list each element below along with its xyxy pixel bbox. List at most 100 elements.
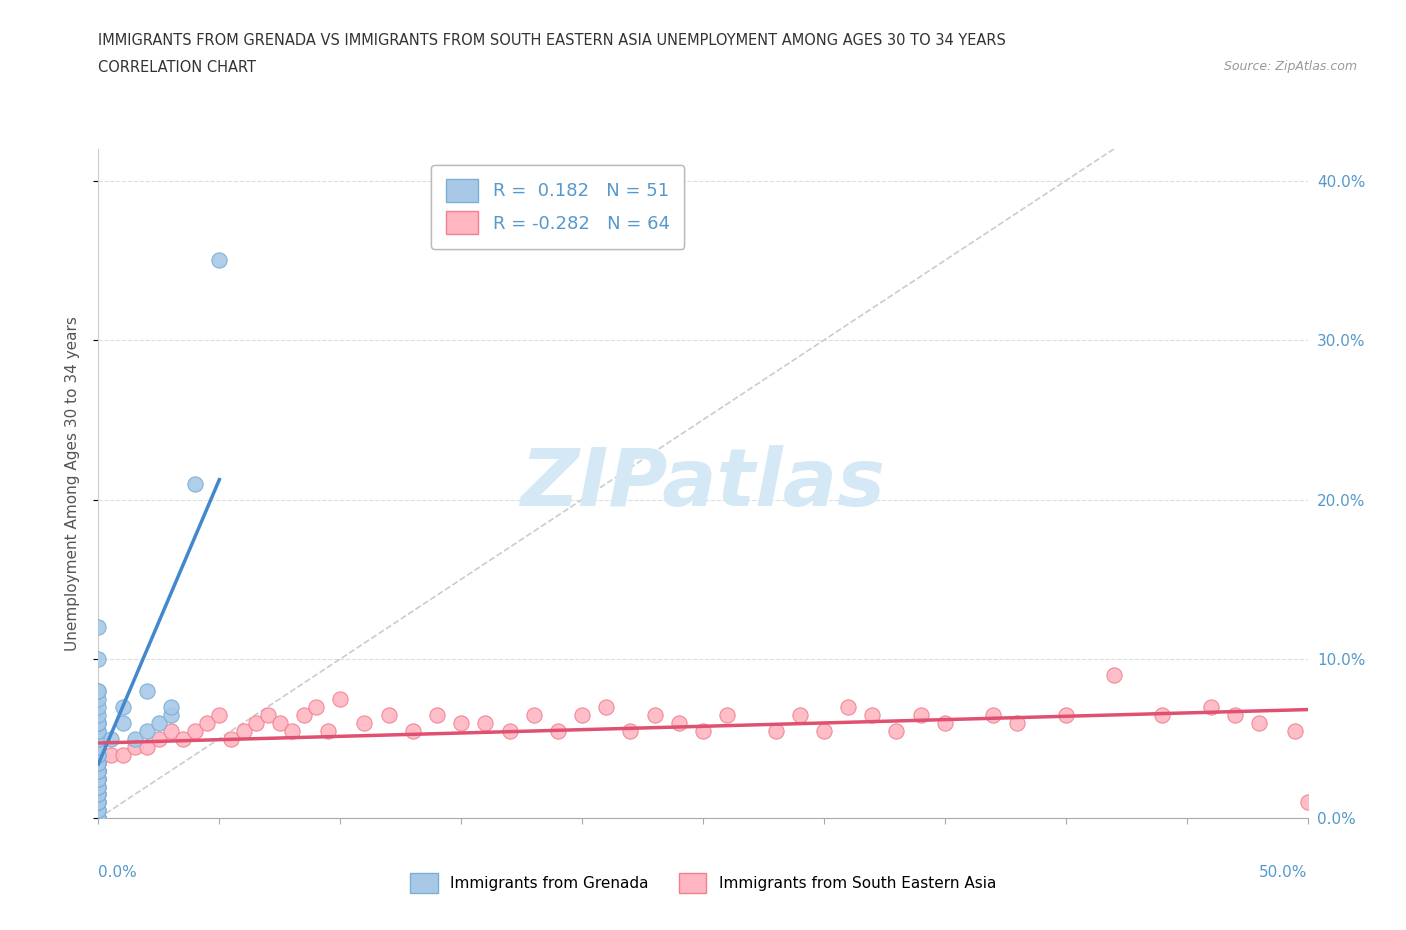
Point: [1296, 795, 1319, 810]
Point: [135, 739, 157, 754]
Point: [87, 779, 110, 794]
Point: [87, 684, 110, 698]
Point: [172, 731, 194, 746]
Point: [1223, 708, 1246, 723]
Point: [765, 724, 787, 738]
Point: [87, 755, 110, 770]
Point: [87, 731, 110, 746]
Point: [87, 747, 110, 762]
Point: [87, 715, 110, 730]
Point: [860, 708, 883, 723]
Point: [281, 724, 304, 738]
Point: [1054, 708, 1077, 723]
Point: [87, 652, 110, 667]
Point: [353, 715, 375, 730]
Point: [100, 747, 122, 762]
Point: [87, 779, 110, 794]
Point: [87, 764, 110, 778]
Point: [87, 787, 110, 802]
Point: [87, 764, 110, 778]
Point: [124, 739, 146, 754]
Point: [87, 811, 110, 826]
Text: ZIPatlas: ZIPatlas: [520, 445, 886, 523]
Point: [789, 708, 811, 723]
Point: [87, 715, 110, 730]
Point: [644, 708, 666, 723]
Legend: Immigrants from Grenada, Immigrants from South Eastern Asia: Immigrants from Grenada, Immigrants from…: [404, 868, 1002, 899]
Point: [124, 731, 146, 746]
Point: [148, 731, 170, 746]
Point: [87, 755, 110, 770]
Point: [195, 715, 218, 730]
Point: [402, 724, 425, 738]
Point: [329, 691, 352, 706]
Point: [87, 811, 110, 826]
Point: [87, 787, 110, 802]
Point: [87, 724, 110, 738]
Point: [292, 708, 315, 723]
Point: [813, 724, 835, 738]
Point: [232, 724, 254, 738]
Point: [87, 739, 110, 754]
Point: [135, 724, 157, 738]
Text: IMMIGRANTS FROM GRENADA VS IMMIGRANTS FROM SOUTH EASTERN ASIA UNEMPLOYMENT AMONG: IMMIGRANTS FROM GRENADA VS IMMIGRANTS FR…: [98, 33, 1007, 47]
Point: [208, 253, 231, 268]
Point: [87, 747, 110, 762]
Point: [269, 715, 291, 730]
Point: [1284, 724, 1306, 738]
Point: [571, 708, 593, 723]
Point: [111, 699, 134, 714]
Point: [87, 739, 110, 754]
Point: [619, 724, 641, 738]
Legend: R =  0.182   N = 51, R = -0.282   N = 64: R = 0.182 N = 51, R = -0.282 N = 64: [432, 165, 685, 249]
Point: [87, 619, 110, 634]
Point: [111, 747, 134, 762]
Point: [547, 724, 569, 738]
Point: [426, 708, 449, 723]
Point: [87, 795, 110, 810]
Point: [498, 724, 520, 738]
Point: [87, 771, 110, 786]
Point: [450, 715, 472, 730]
Point: [87, 771, 110, 786]
Point: [184, 476, 207, 491]
Point: [87, 684, 110, 698]
Point: [135, 684, 157, 698]
Point: [87, 724, 110, 738]
Point: [1152, 708, 1174, 723]
Point: [1007, 715, 1029, 730]
Point: [87, 691, 110, 706]
Point: [87, 747, 110, 762]
Point: [160, 708, 183, 723]
Point: [256, 708, 278, 723]
Point: [87, 715, 110, 730]
Point: [87, 731, 110, 746]
Point: [87, 771, 110, 786]
Point: [474, 715, 496, 730]
Point: [87, 787, 110, 802]
Point: [316, 724, 339, 738]
Point: [1102, 668, 1125, 683]
Point: [87, 764, 110, 778]
Point: [910, 708, 932, 723]
Point: [934, 715, 956, 730]
Text: 50.0%: 50.0%: [1260, 865, 1308, 880]
Point: [886, 724, 908, 738]
Point: [523, 708, 546, 723]
Y-axis label: Unemployment Among Ages 30 to 34 years: Unemployment Among Ages 30 to 34 years: [65, 316, 80, 651]
Point: [111, 715, 134, 730]
Point: [148, 715, 170, 730]
Point: [245, 715, 267, 730]
Point: [87, 764, 110, 778]
Point: [837, 699, 859, 714]
Point: [87, 795, 110, 810]
Point: [87, 771, 110, 786]
Point: [87, 755, 110, 770]
Text: 0.0%: 0.0%: [98, 865, 138, 880]
Point: [208, 708, 231, 723]
Point: [981, 708, 1004, 723]
Point: [87, 747, 110, 762]
Point: [87, 708, 110, 723]
Point: [87, 747, 110, 762]
Point: [87, 811, 110, 826]
